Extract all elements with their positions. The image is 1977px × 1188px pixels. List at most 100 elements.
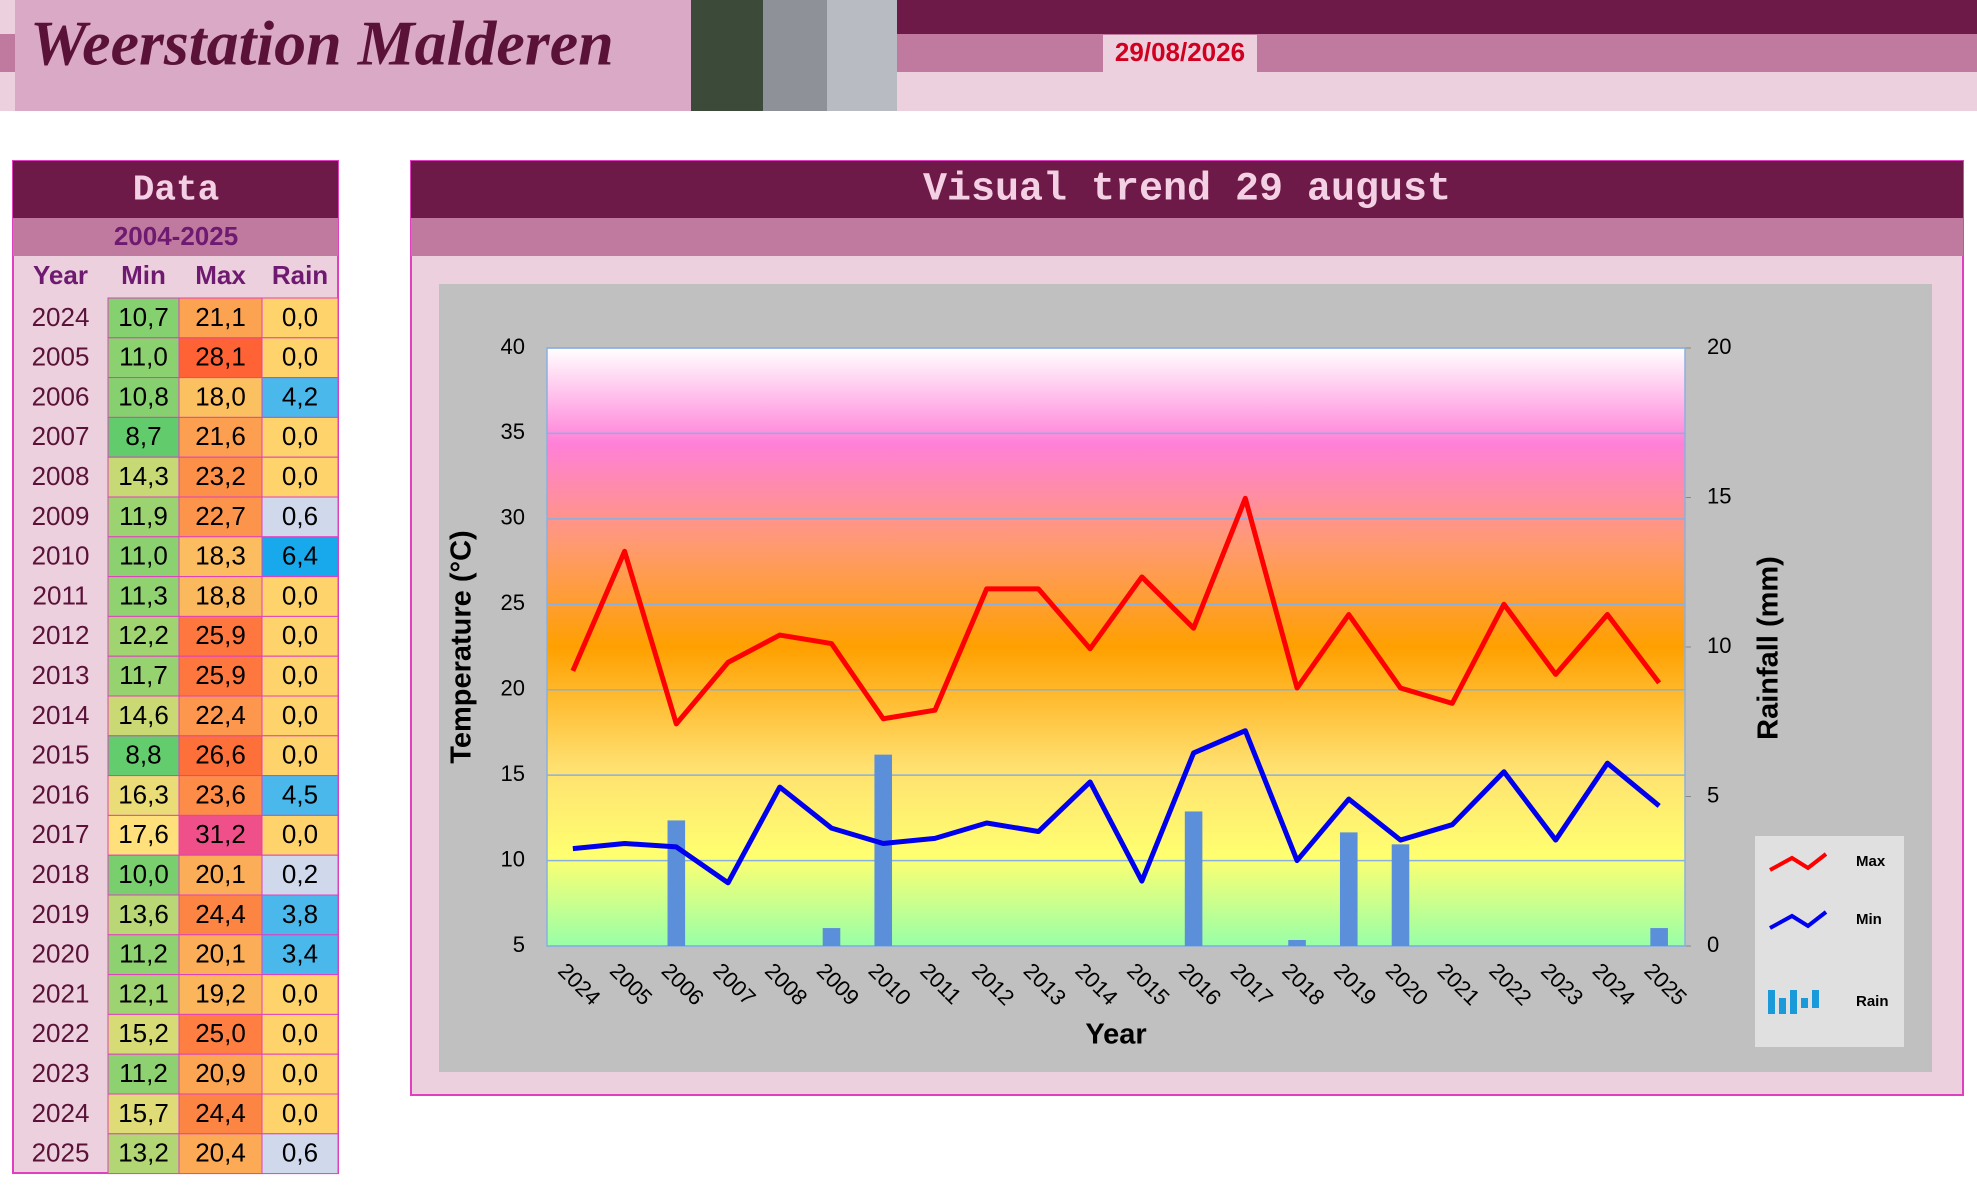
cell-value: 24,4 — [195, 1098, 246, 1128]
legend-icon — [1801, 998, 1808, 1008]
cell-value: 0,0 — [282, 700, 318, 730]
cell-value: 24,4 — [195, 899, 246, 929]
rain-bar — [667, 820, 686, 946]
cell — [261, 894, 339, 936]
plot-border — [546, 347, 1686, 947]
cell — [178, 297, 263, 339]
cell — [107, 1053, 180, 1095]
cell — [261, 1093, 339, 1135]
cell-value: 28,1 — [195, 342, 246, 372]
y2-tick-label: 20 — [1707, 334, 1731, 359]
column-header: Max — [195, 260, 246, 290]
cell — [178, 1053, 263, 1095]
legend-icon — [1768, 990, 1775, 1014]
cell — [261, 934, 339, 976]
cell-value: 10,8 — [118, 381, 169, 411]
cell — [107, 974, 180, 1015]
cell — [107, 615, 180, 657]
legend-icon — [1779, 998, 1786, 1014]
photo — [827, 0, 897, 111]
x-axis-label: Year — [1085, 1019, 1146, 1051]
site-title: Weerstation Malderen — [30, 8, 614, 79]
y2-tick-label: 0 — [1707, 932, 1719, 957]
cell-value: 13,2 — [118, 1138, 169, 1168]
cell — [261, 576, 339, 617]
legend-label: Rain — [1856, 993, 1889, 1010]
cell-value: 11,3 — [119, 580, 168, 610]
cell-value: 11,2 — [119, 1058, 168, 1088]
cell — [178, 337, 263, 379]
cell-value: 25,9 — [195, 620, 246, 650]
cell-value: 11,0 — [119, 541, 168, 571]
cell-value: 22,7 — [195, 501, 246, 531]
cell — [261, 1053, 339, 1095]
photo — [691, 0, 763, 111]
legend-label: Max — [1856, 853, 1886, 870]
cell-value: 0,0 — [282, 740, 318, 770]
year: 2024 — [32, 1098, 90, 1128]
cell-value: 11,9 — [119, 501, 168, 531]
cell-value: 0,6 — [282, 1138, 318, 1168]
photo — [763, 0, 827, 111]
cell — [178, 854, 263, 896]
cell-value: 0,0 — [282, 1098, 318, 1128]
cell — [261, 536, 339, 578]
cell-value: 21,6 — [195, 421, 246, 451]
legend-icon — [1790, 990, 1797, 1014]
y2-tick-label: 10 — [1707, 633, 1731, 658]
header-band — [897, 0, 1977, 34]
cell-value: 4,2 — [282, 381, 318, 411]
cell-value: 0,0 — [282, 1058, 318, 1088]
year: 2011 — [33, 580, 89, 610]
rain-bar — [1391, 844, 1410, 946]
cell-value: 0,0 — [282, 421, 318, 451]
rain-bar — [1650, 928, 1668, 946]
column-header: Min — [121, 260, 166, 290]
cell — [107, 536, 180, 578]
cell-value: 19,2 — [195, 978, 246, 1008]
cell — [178, 536, 263, 578]
cell-value: 20,9 — [195, 1058, 246, 1088]
cell-value: 25,0 — [195, 1018, 246, 1048]
cell-value: 25,9 — [195, 660, 246, 690]
cell-value: 11,2 — [119, 939, 168, 969]
table-subtitle-bg — [13, 218, 338, 256]
legend-icon — [1769, 852, 1828, 872]
title-box — [15, 0, 691, 111]
cell — [261, 297, 339, 339]
cell-value: 20,4 — [195, 1138, 246, 1168]
cell — [261, 974, 339, 1015]
column-header: Rain — [272, 260, 328, 290]
cell-value: 0,0 — [282, 342, 318, 372]
year: 2006 — [32, 381, 90, 411]
year: 2020 — [32, 939, 90, 969]
cell — [107, 655, 180, 697]
year: 2013 — [32, 660, 90, 690]
cell-value: 3,4 — [282, 939, 318, 969]
year: 2007 — [32, 421, 90, 451]
cell-value: 18,3 — [195, 541, 246, 571]
cell — [107, 297, 180, 339]
chart-title: Visual trend 29 august — [923, 168, 1451, 213]
y-tick-label: 5 — [513, 932, 525, 957]
cell — [178, 576, 263, 617]
cell — [107, 1093, 180, 1135]
year: 2021 — [32, 978, 90, 1008]
y-tick-label: 30 — [501, 505, 525, 530]
chart-title-bg — [411, 161, 1963, 218]
year: 2014 — [32, 700, 90, 730]
cell-value: 3,8 — [282, 899, 318, 929]
year: 2016 — [32, 779, 90, 809]
cell — [107, 854, 180, 896]
cell — [261, 854, 339, 896]
cell — [261, 496, 339, 538]
cell-value: 0,2 — [282, 859, 318, 889]
year: 2009 — [32, 501, 90, 531]
y2-axis-label: Rainfall (mm) — [1753, 556, 1785, 740]
cell-value: 11,0 — [119, 342, 168, 372]
year: 2023 — [32, 1058, 90, 1088]
series-line — [570, 495, 1662, 727]
rain-bar — [874, 754, 893, 946]
cell-value: 15,7 — [118, 1098, 169, 1128]
